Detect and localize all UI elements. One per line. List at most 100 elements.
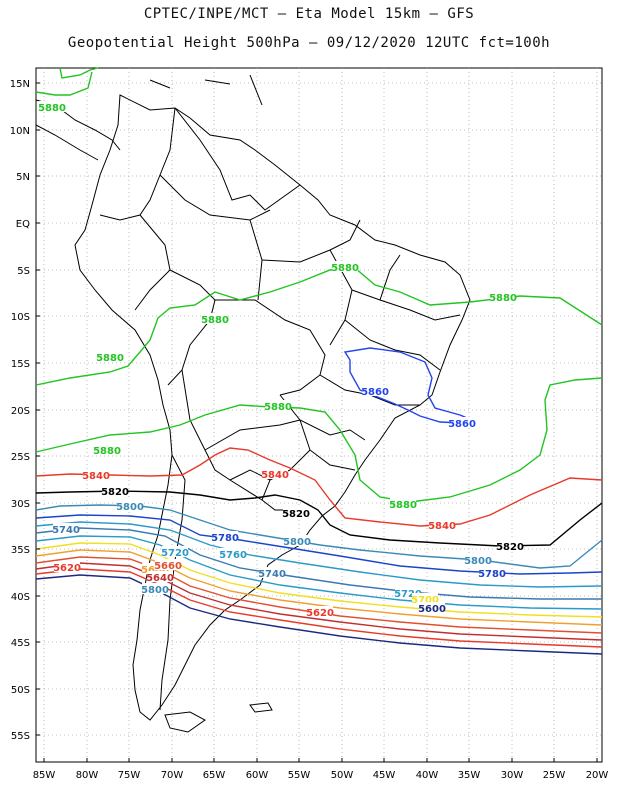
contour-label-5880: 5880 [96,353,124,364]
contour-label-5860: 5860 [448,419,476,430]
lat-tick-label: 20S [11,406,30,417]
contour-label-bg [449,417,475,428]
contour-line-5880 [35,67,99,96]
contour-label-5620: 5620 [53,563,81,574]
contour-label-bg [102,485,128,496]
contour-label-5820: 5820 [101,487,129,498]
contour-label-5780: 5780 [478,569,506,580]
lon-tick-label: 80W [76,770,99,781]
lat-tick-label: 10N [10,126,30,137]
plot-frame [35,67,603,763]
contour-label-bg [395,587,421,598]
lon-tick-label: 50W [331,770,354,781]
contour-label-bg [429,519,455,530]
contour-label-5880: 5880 [201,315,229,326]
contour-label-bg [220,548,246,559]
contour-label-bg [362,385,388,396]
contour-label-bg [265,400,291,411]
contour-label-bg [497,540,523,551]
contour-label-5880: 5880 [264,402,292,413]
contour-label-5740: 5740 [258,569,286,580]
contour-labels: 5880 5880 5880 5880 5880 5880 5880 5880 5860 5860… [38,101,524,619]
contour-label-bg [284,535,310,546]
contour-label-bg [97,351,123,362]
lon-tick-label: 55W [288,770,311,781]
lat-tick-label: 5S [17,266,30,277]
contour-label-5780: 5780 [211,533,239,544]
contour-label-5880: 5880 [93,446,121,457]
contour-label-5860: 5860 [361,387,389,398]
contour-label-5720: 5720 [161,548,189,559]
lat-tick-label: 25S [11,452,30,463]
contour-label-bg [212,531,238,542]
contour-label-bg [94,444,120,455]
contour-label-bg [53,523,79,534]
lon-tick-label: 60W [246,770,269,781]
contour-label-bg [155,559,181,570]
contour-label-5640: 5640 [146,573,174,584]
contour-line-5700 [35,542,603,618]
lat-tick-label: 35S [11,545,30,556]
contour-label-5880: 5880 [389,500,417,511]
lat-tick-label: 50S [11,685,30,696]
contour-label-bg [83,469,109,480]
contour-label-bg [162,546,188,557]
contour-label-5840: 5840 [428,521,456,532]
contour-label-5620: 5620 [306,608,334,619]
lon-tick-label: 65W [203,770,226,781]
contour-line-5760 [35,521,603,588]
contour-line-5780 [35,514,603,575]
contour-label-bg [465,554,491,565]
lat-tick-label: 15S [11,359,30,370]
contour-line-5620 [35,568,603,648]
lon-tick-label: 30W [501,770,524,781]
chart-title-line-1: CPTEC/INPE/MCT – Eta Model 15km – GFS [143,6,475,22]
contour-label-bg [479,567,505,578]
contour-label-5880: 5880 [489,293,517,304]
lat-tick-label: 55S [11,731,30,742]
contour-label-5660: 5660 [154,561,182,572]
contour-label-5800: 5800 [116,502,144,513]
contour-line-5880 [35,267,603,386]
contour-label-5840: 5840 [82,471,110,482]
lat-tick-label: 30S [11,499,30,510]
contour-label-5840: 5840 [261,470,289,481]
contour-label-bg [332,261,358,272]
lon-tick-label: 25W [543,770,566,781]
contour-line-5640 [35,562,603,641]
contour-line-5660 [35,556,603,634]
height-contours [35,67,603,655]
lat-tick-label: 5N [16,172,30,183]
contour-line-5840 [35,447,603,527]
contour-label-5700: 5700 [411,595,439,606]
contour-label-bg [307,606,333,617]
contour-label-bg [283,507,309,518]
lat-tick-label: 40S [11,592,30,603]
contour-label-5820: 5820 [282,509,310,520]
contour-label-bg [259,567,285,578]
contour-label-5800: 5800 [464,556,492,567]
lat-tick-label: 10S [11,312,30,323]
lat-tick-label: 15N [10,79,30,90]
lat-tick-label: EQ [16,219,30,230]
contour-label-5800: 5800 [141,585,169,596]
lon-tick-label: 45W [373,770,396,781]
lon-tick-label: 75W [118,770,141,781]
contour-line-5600 [35,574,603,655]
contour-label-bg [412,593,438,604]
lon-tick-label: 85W [33,770,56,781]
contour-label-bg [142,583,168,594]
contour-label-bg [262,468,288,479]
contour-label-5880: 5880 [38,103,66,114]
contour-line-5720 [35,535,603,610]
lat-tick-label: 45S [11,638,30,649]
contour-label-bg [54,561,80,572]
contour-label-bg [39,101,65,112]
contour-label-5600: 5600 [418,604,446,615]
contour-label-5880: 5880 [331,263,359,274]
lon-tick-label: 40W [416,770,439,781]
contour-label-5740: 5740 [52,525,80,536]
contour-label-5820: 5820 [496,542,524,553]
contour-label-bg [490,291,516,302]
